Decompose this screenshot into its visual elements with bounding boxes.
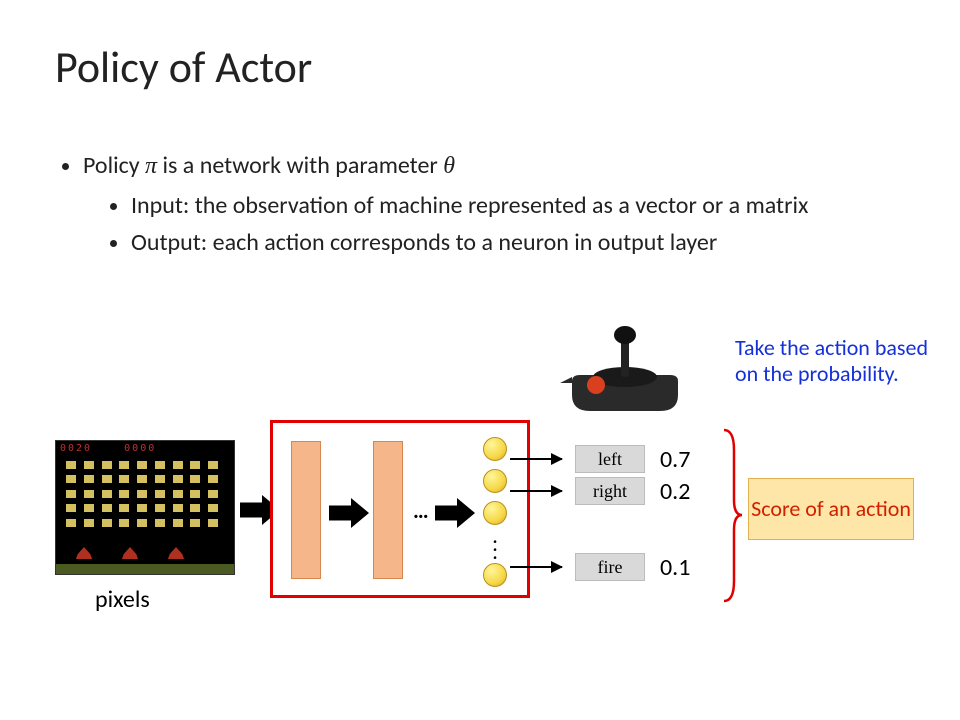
hidden-layer-2 bbox=[373, 441, 403, 579]
output-neuron-n bbox=[483, 563, 507, 587]
game-screenshot: 0020 0000 bbox=[55, 440, 235, 575]
arrow-layer-1-2 bbox=[329, 498, 369, 528]
layer-ellipsis: … bbox=[413, 497, 429, 524]
output-vdots: ... bbox=[483, 533, 507, 557]
output-neuron-1 bbox=[483, 437, 507, 461]
action-fire-prob: 0.1 bbox=[660, 553, 690, 582]
bullet-sub-output: Output: each action corresponds to a neu… bbox=[131, 227, 905, 258]
action-fire-box: fire bbox=[575, 553, 645, 581]
game-ships bbox=[76, 547, 184, 559]
slide-title: Policy of Actor bbox=[55, 40, 312, 94]
action-left-box: left bbox=[575, 445, 645, 473]
network-box: … ... bbox=[270, 420, 530, 598]
action-right-prob: 0.2 bbox=[660, 477, 690, 506]
output-neuron-3 bbox=[483, 501, 507, 525]
probability-note: Take the action based on the probability… bbox=[735, 335, 945, 388]
game-alien-grid bbox=[66, 461, 224, 531]
bullet-sub-input: Input: the observation of machine repres… bbox=[131, 190, 905, 221]
game-ground bbox=[56, 564, 234, 574]
arrow-to-right bbox=[510, 490, 562, 492]
joystick-icon bbox=[560, 325, 690, 425]
bullet-list: Policy π is a network with parameter θ I… bbox=[55, 150, 905, 265]
arrow-to-fire bbox=[510, 566, 562, 568]
action-left-prob: 0.7 bbox=[660, 445, 690, 474]
output-neuron-2 bbox=[483, 469, 507, 493]
game-scoreline: 0020 0000 bbox=[56, 441, 234, 456]
score-of-action-box: Score of an action bbox=[748, 478, 914, 540]
output-neuron-column: ... bbox=[483, 437, 507, 595]
action-right-box: right bbox=[575, 477, 645, 505]
bullet-main-text: Policy π is a network with parameter θ bbox=[83, 151, 455, 180]
bullet-main: Policy π is a network with parameter θ I… bbox=[83, 150, 905, 259]
brace-icon bbox=[720, 428, 744, 603]
arrow-to-left bbox=[510, 458, 562, 460]
arrow-layer-n bbox=[435, 498, 475, 528]
pixels-label: pixels bbox=[95, 585, 150, 614]
hidden-layer-1 bbox=[291, 441, 321, 579]
